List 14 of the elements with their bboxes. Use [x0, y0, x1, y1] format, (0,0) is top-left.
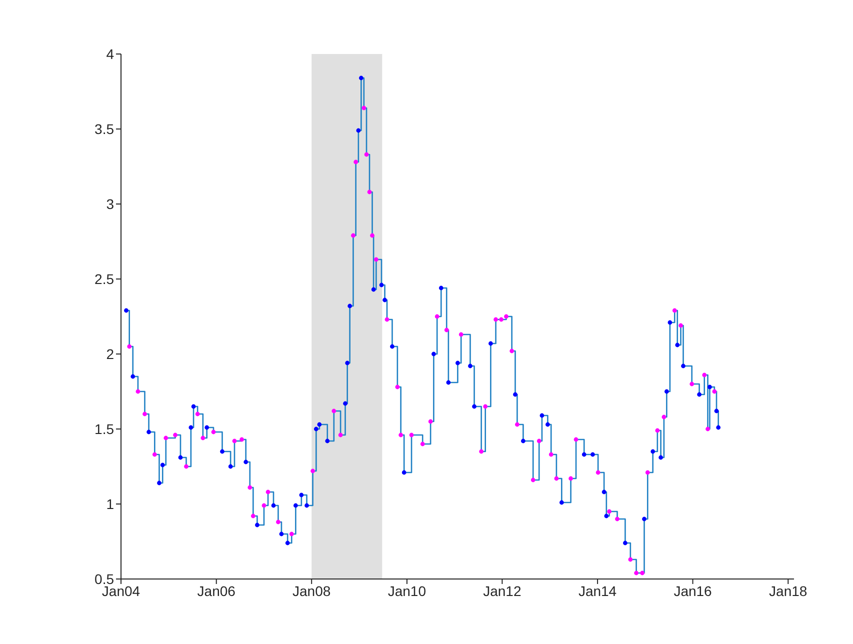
- x-tick-label: Jan08: [292, 582, 331, 599]
- x-tick-label: Jan06: [197, 582, 236, 599]
- x-tick-label: Jan10: [388, 582, 426, 599]
- y-tick-label: 3.5: [94, 120, 114, 137]
- y-tick-label: 2: [106, 346, 114, 362]
- x-tick-label: Jan18: [769, 582, 808, 599]
- y-tick-label: 2.5: [94, 270, 114, 287]
- x-tick-label: Jan12: [483, 582, 522, 599]
- y-tick-label: 1.5: [94, 420, 114, 437]
- y-tick-label: 4: [106, 46, 114, 62]
- x-tick-label: Jan14: [578, 582, 617, 599]
- y-tick-label: 3: [106, 196, 114, 212]
- x-tick-label: Jan16: [674, 582, 712, 599]
- y-tick-label: 1: [106, 496, 114, 512]
